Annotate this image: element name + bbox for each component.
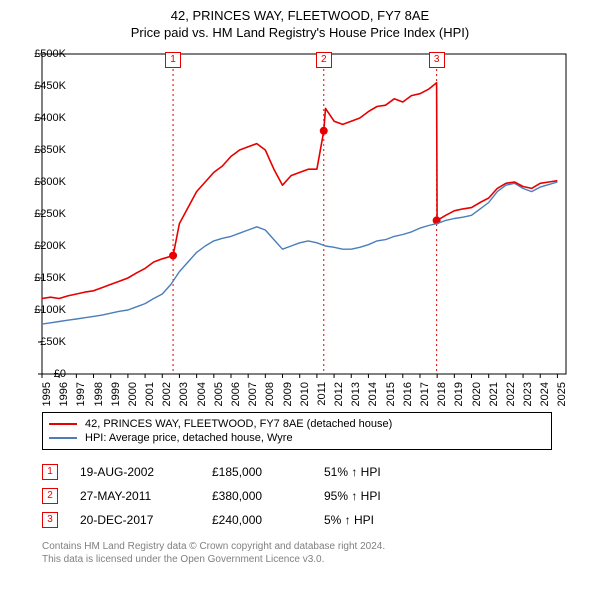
x-axis-label: 2009 <box>282 382 294 406</box>
y-axis-label: £200K <box>32 240 66 252</box>
x-axis-label: 2015 <box>385 382 397 406</box>
y-axis-label: £450K <box>32 80 66 92</box>
event-index-box: 3 <box>42 512 58 528</box>
x-axis-label: 2002 <box>161 382 173 406</box>
footer-line-1: Contains HM Land Registry data © Crown c… <box>42 540 600 553</box>
event-row: 2 27-MAY-2011 £380,000 95% ↑ HPI <box>42 484 600 508</box>
legend-swatch-hpi <box>49 437 77 439</box>
event-marker-3: 3 <box>429 52 445 68</box>
legend-label-hpi: HPI: Average price, detached house, Wyre <box>85 432 293 444</box>
x-axis-label: 2013 <box>350 382 362 406</box>
event-price: £240,000 <box>212 513 302 527</box>
x-axis-label: 2006 <box>230 382 242 406</box>
y-axis-label: £150K <box>32 272 66 284</box>
y-axis-label: £100K <box>32 304 66 316</box>
event-date: 20-DEC-2017 <box>80 513 190 527</box>
x-axis-label: 1996 <box>58 382 70 406</box>
x-axis-label: 2025 <box>556 382 568 406</box>
x-axis-label: 2018 <box>436 382 448 406</box>
line-chart <box>36 46 596 406</box>
x-axis-label: 2012 <box>333 382 345 406</box>
chart-legend: 42, PRINCES WAY, FLEETWOOD, FY7 8AE (det… <box>42 412 552 450</box>
legend-label-property: 42, PRINCES WAY, FLEETWOOD, FY7 8AE (det… <box>85 418 392 430</box>
event-price: £185,000 <box>212 465 302 479</box>
x-axis-label: 2016 <box>402 382 414 406</box>
x-axis-label: 2008 <box>264 382 276 406</box>
event-pct-vs-hpi: 51% ↑ HPI <box>324 465 444 479</box>
x-axis-label: 1997 <box>75 382 87 406</box>
y-axis-label: £400K <box>32 112 66 124</box>
x-axis-label: 1998 <box>93 382 105 406</box>
legend-item-property: 42, PRINCES WAY, FLEETWOOD, FY7 8AE (det… <box>49 417 545 431</box>
y-axis-label: £250K <box>32 208 66 220</box>
y-axis-label: £350K <box>32 144 66 156</box>
x-axis-label: 2011 <box>316 382 328 406</box>
x-axis-label: 2014 <box>367 382 379 406</box>
event-marker-1: 1 <box>165 52 181 68</box>
x-axis-label: 2022 <box>505 382 517 406</box>
x-axis-label: 2024 <box>539 382 551 406</box>
event-date: 19-AUG-2002 <box>80 465 190 479</box>
x-axis-label: 2005 <box>213 382 225 406</box>
x-axis-label: 2004 <box>196 382 208 406</box>
chart-subtitle: Price paid vs. HM Land Registry's House … <box>0 23 600 46</box>
event-pct-vs-hpi: 5% ↑ HPI <box>324 513 444 527</box>
legend-swatch-property <box>49 423 77 425</box>
x-axis-label: 2000 <box>127 382 139 406</box>
event-row: 3 20-DEC-2017 £240,000 5% ↑ HPI <box>42 508 600 532</box>
x-axis-label: 2021 <box>488 382 500 406</box>
chart-area: £0£50K£100K£150K£200K£250K£300K£350K£400… <box>36 46 596 406</box>
events-table: 1 19-AUG-2002 £185,000 51% ↑ HPI 2 27-MAY-201… <box>42 460 600 532</box>
x-axis-label: 2003 <box>178 382 190 406</box>
event-date: 27-MAY-2011 <box>80 489 190 503</box>
event-marker-2: 2 <box>316 52 332 68</box>
x-axis-label: 2023 <box>522 382 534 406</box>
event-row: 1 19-AUG-2002 £185,000 51% ↑ HPI <box>42 460 600 484</box>
y-axis-label: £50K <box>32 336 66 348</box>
y-axis-label: £300K <box>32 176 66 188</box>
legend-item-hpi: HPI: Average price, detached house, Wyre <box>49 431 545 445</box>
x-axis-label: 1999 <box>110 382 122 406</box>
y-axis-label: £500K <box>32 48 66 60</box>
footer-line-2: This data is licensed under the Open Gov… <box>42 553 600 566</box>
x-axis-label: 2020 <box>471 382 483 406</box>
y-axis-label: £0 <box>32 368 66 380</box>
event-index-box: 2 <box>42 488 58 504</box>
x-axis-label: 2007 <box>247 382 259 406</box>
event-pct-vs-hpi: 95% ↑ HPI <box>324 489 444 503</box>
x-axis-label: 2019 <box>453 382 465 406</box>
x-axis-label: 1995 <box>41 382 53 406</box>
event-price: £380,000 <box>212 489 302 503</box>
x-axis-label: 2017 <box>419 382 431 406</box>
x-axis-label: 2010 <box>299 382 311 406</box>
page: 42, PRINCES WAY, FLEETWOOD, FY7 8AE Pric… <box>0 0 600 590</box>
event-index-box: 1 <box>42 464 58 480</box>
x-axis-label: 2001 <box>144 382 156 406</box>
data-attribution: Contains HM Land Registry data © Crown c… <box>42 540 600 566</box>
chart-title-address: 42, PRINCES WAY, FLEETWOOD, FY7 8AE <box>0 0 600 23</box>
